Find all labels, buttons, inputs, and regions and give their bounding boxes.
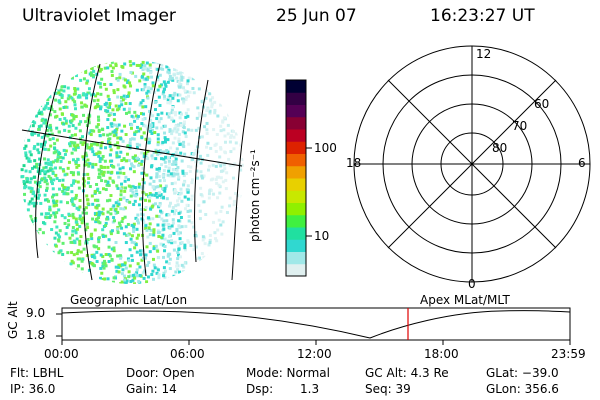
x-tick-0000: 00:00 bbox=[44, 347, 79, 361]
y-tick-9: 9.0 bbox=[26, 306, 46, 320]
door-info: Door: Open bbox=[126, 366, 195, 380]
colorbar-segment bbox=[286, 116, 306, 130]
x-tick-0600: 06:00 bbox=[170, 347, 205, 361]
glat-info: GLat: −39.0 bbox=[486, 366, 559, 380]
colorbar-segment bbox=[286, 251, 306, 265]
dsp-label: Dsp: bbox=[246, 382, 274, 396]
glon-info: GLon: 356.6 bbox=[486, 382, 559, 396]
colorbar-segment bbox=[286, 92, 306, 105]
polar-plot bbox=[353, 45, 591, 283]
geo-grid bbox=[21, 63, 251, 281]
polar-label-6: 6 bbox=[578, 156, 586, 170]
uv-image bbox=[20, 60, 251, 284]
colorbar-segment bbox=[286, 178, 306, 191]
gain-info: Gain: 14 bbox=[126, 382, 177, 396]
mode-info: Mode: Normal bbox=[246, 366, 330, 380]
x-tick-2359: 23:59 bbox=[551, 347, 586, 361]
time-label: 16:23:27 UT bbox=[430, 6, 535, 26]
dsp-value: 1.3 bbox=[300, 382, 320, 396]
colorbar-tick-10: 10 bbox=[314, 229, 330, 243]
altitude-curve bbox=[61, 310, 571, 339]
colorbar-segment bbox=[286, 129, 306, 142]
polar-label-12: 12 bbox=[476, 47, 492, 61]
ring-label-60: 60 bbox=[534, 97, 550, 111]
gc-alt-axis-label: GC Alt bbox=[6, 301, 20, 339]
filter-info: Flt: LBHL bbox=[10, 366, 64, 380]
colorbar-segment bbox=[286, 227, 306, 240]
colorbar-segment bbox=[286, 141, 306, 154]
colorbar-segment bbox=[286, 190, 306, 203]
seq-info: Seq: 39 bbox=[365, 382, 411, 396]
colorbar-segment bbox=[286, 202, 306, 216]
ring-label-70: 70 bbox=[512, 119, 528, 133]
meridian-line bbox=[35, 73, 61, 259]
colorbar-segment bbox=[286, 239, 306, 252]
colorbar bbox=[285, 79, 312, 277]
colorbar-segment bbox=[286, 80, 306, 93]
colorbar-segment bbox=[286, 165, 306, 179]
colorbar-tick-100: 100 bbox=[314, 141, 337, 155]
colorbar-segment bbox=[286, 214, 306, 228]
colorbar-segment bbox=[286, 153, 306, 167]
colorbar-segment bbox=[286, 263, 306, 277]
polar-label-0: 0 bbox=[468, 277, 476, 291]
date-label: 25 Jun 07 bbox=[276, 6, 357, 26]
x-tick-1200: 12:00 bbox=[297, 347, 332, 361]
colorbar-unit-label: photon cm⁻²s⁻¹ bbox=[248, 149, 262, 242]
instrument-title: Ultraviolet Imager bbox=[22, 6, 176, 26]
y-tick-1-8: 1.8 bbox=[26, 328, 46, 342]
geographic-label: Geographic Lat/Lon bbox=[70, 293, 188, 307]
polar-label-18: 18 bbox=[346, 156, 362, 170]
altitude-timeline bbox=[56, 307, 571, 345]
apex-label: Apex MLat/MLT bbox=[420, 293, 510, 307]
ring-label-80: 80 bbox=[492, 141, 508, 155]
x-tick-1800: 18:00 bbox=[424, 347, 459, 361]
colorbar-segment bbox=[286, 104, 306, 118]
ip-info: IP: 36.0 bbox=[10, 382, 56, 396]
gc-alt-info: GC Alt: 4.3 Re bbox=[365, 366, 449, 380]
